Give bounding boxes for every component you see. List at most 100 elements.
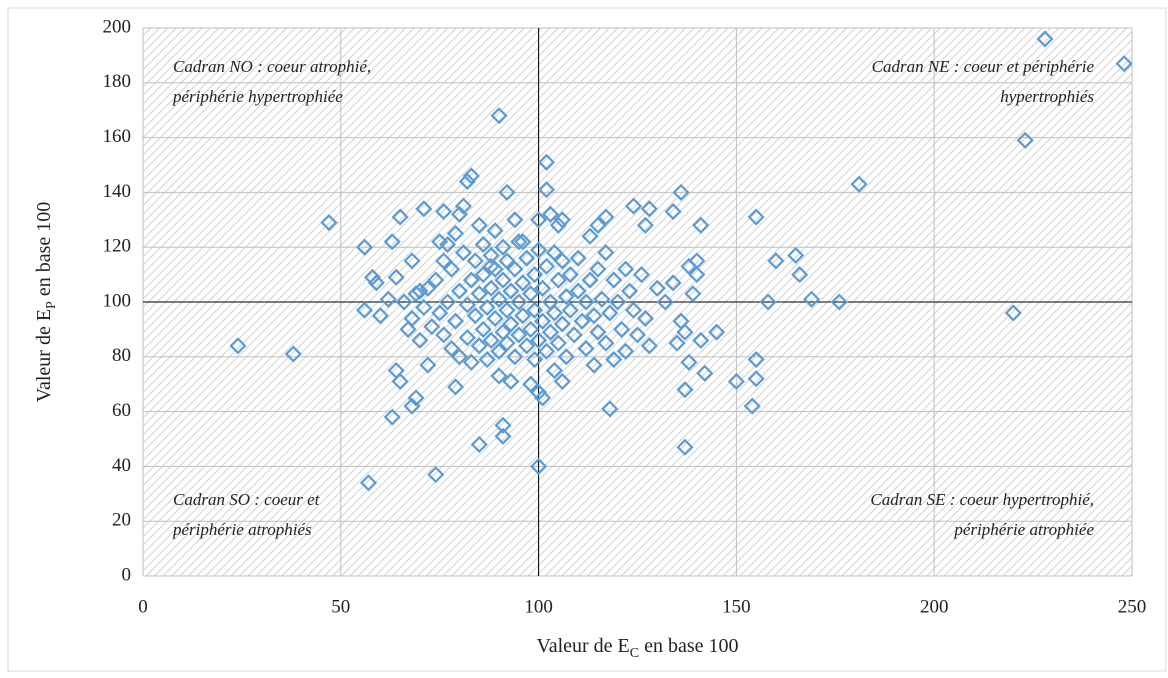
scatter-point bbox=[415, 298, 433, 317]
scatter-point bbox=[431, 304, 449, 322]
scatter-point bbox=[541, 323, 560, 341]
scatter-point bbox=[359, 474, 378, 492]
scatter-point bbox=[648, 279, 666, 297]
scatter-point bbox=[403, 309, 421, 327]
scatter-point bbox=[727, 372, 745, 391]
scatter-point bbox=[597, 208, 615, 226]
scatter-point bbox=[446, 378, 465, 396]
scatter-point bbox=[688, 266, 706, 284]
scatter-point bbox=[708, 323, 726, 341]
scatter-point bbox=[510, 233, 528, 251]
scatter-point bbox=[534, 279, 552, 297]
scatter-point bbox=[609, 293, 627, 311]
scatter-point bbox=[553, 315, 571, 333]
scatter-point bbox=[676, 323, 694, 341]
scatter-point bbox=[628, 326, 647, 344]
scatter-point bbox=[692, 216, 710, 234]
scatter-point bbox=[486, 222, 504, 240]
scatter-point bbox=[482, 331, 500, 349]
scatter-point bbox=[545, 361, 563, 380]
scatter-point bbox=[537, 181, 556, 199]
scatter-point bbox=[454, 244, 472, 262]
scatter-point bbox=[478, 350, 496, 369]
scatter-point bbox=[668, 334, 686, 352]
scatter-point bbox=[470, 285, 488, 303]
scatter-point bbox=[502, 315, 520, 333]
scatter-point bbox=[502, 282, 520, 300]
y-axis-title-part: en base 100 bbox=[33, 202, 55, 301]
scatter-point bbox=[522, 320, 540, 338]
y-axis-title: Valeur de EP en base 100 bbox=[33, 202, 59, 403]
scatter-point bbox=[557, 287, 575, 306]
scatter-point bbox=[407, 389, 425, 407]
y-tick-label: 200 bbox=[103, 16, 132, 37]
scatter-point bbox=[498, 334, 516, 352]
y-tick-label: 180 bbox=[103, 71, 132, 92]
scatter-point bbox=[490, 107, 508, 125]
scatter-point bbox=[490, 367, 508, 385]
scatter-point bbox=[680, 257, 698, 275]
scatter-point bbox=[391, 208, 409, 226]
scatter-point bbox=[593, 290, 611, 308]
y-tick-label: 40 bbox=[112, 455, 131, 476]
scatter-point bbox=[585, 307, 603, 325]
x-tick-label: 100 bbox=[524, 596, 553, 617]
scatter-point bbox=[506, 211, 524, 229]
scatter-point bbox=[474, 320, 492, 338]
scatter-point bbox=[747, 370, 765, 388]
scatter-point bbox=[597, 244, 615, 262]
scatter-point bbox=[676, 381, 694, 399]
x-axis-title-part: Valeur de E bbox=[536, 635, 629, 657]
scatter-point bbox=[1036, 30, 1054, 48]
scatter-point bbox=[549, 216, 567, 234]
scatter-point bbox=[443, 260, 461, 278]
scatter-point bbox=[506, 348, 524, 366]
scatter-point bbox=[482, 279, 500, 297]
scatter-point bbox=[482, 257, 500, 275]
scatter-point bbox=[1016, 131, 1034, 149]
scatter-point bbox=[664, 274, 682, 292]
scatter-point bbox=[569, 282, 587, 300]
scatter-point bbox=[557, 348, 575, 366]
scatter-point bbox=[470, 337, 488, 355]
scatter-point bbox=[537, 342, 556, 360]
quadrant-label: hypertrophiés bbox=[1000, 87, 1094, 106]
x-tick-label: 250 bbox=[1118, 596, 1147, 617]
scatter-point bbox=[581, 227, 599, 245]
scatter-point bbox=[573, 312, 591, 330]
scatter-point bbox=[514, 233, 532, 251]
scatter-point bbox=[692, 331, 710, 349]
scatter-point bbox=[640, 337, 658, 355]
quadrant-label: périphérie atrophiée bbox=[953, 520, 1094, 539]
scatter-point bbox=[478, 298, 496, 317]
scatter-point bbox=[624, 301, 643, 319]
scatter-point bbox=[486, 309, 504, 327]
scatter-point bbox=[486, 260, 504, 278]
scatter-point bbox=[419, 356, 437, 374]
scatter-point bbox=[545, 244, 563, 262]
scatter-point bbox=[672, 183, 690, 201]
scatter-point bbox=[791, 266, 809, 284]
scatter-point bbox=[684, 285, 702, 303]
scatter-point bbox=[787, 246, 805, 264]
scatter-point bbox=[514, 274, 532, 292]
scatter-point bbox=[530, 241, 548, 259]
scatter-point bbox=[474, 266, 492, 284]
scatter-point bbox=[427, 271, 445, 289]
scatter-point bbox=[419, 279, 437, 297]
scatter-point bbox=[747, 350, 765, 369]
scatter-point bbox=[553, 252, 571, 270]
scatter-point bbox=[518, 249, 536, 267]
y-axis-title-part: P bbox=[44, 301, 59, 309]
scatter-point bbox=[617, 260, 635, 278]
scatter-point bbox=[415, 200, 433, 218]
scatter-point bbox=[355, 238, 374, 256]
scatter-point bbox=[526, 350, 544, 369]
x-tick-label: 50 bbox=[331, 596, 350, 617]
scatter-point bbox=[423, 318, 441, 336]
scatter-point bbox=[640, 200, 658, 218]
scatter-point bbox=[1004, 304, 1022, 322]
scatter-point bbox=[462, 271, 480, 289]
x-axis-title-part: en base 100 bbox=[639, 635, 738, 657]
scatter-point bbox=[743, 397, 761, 415]
